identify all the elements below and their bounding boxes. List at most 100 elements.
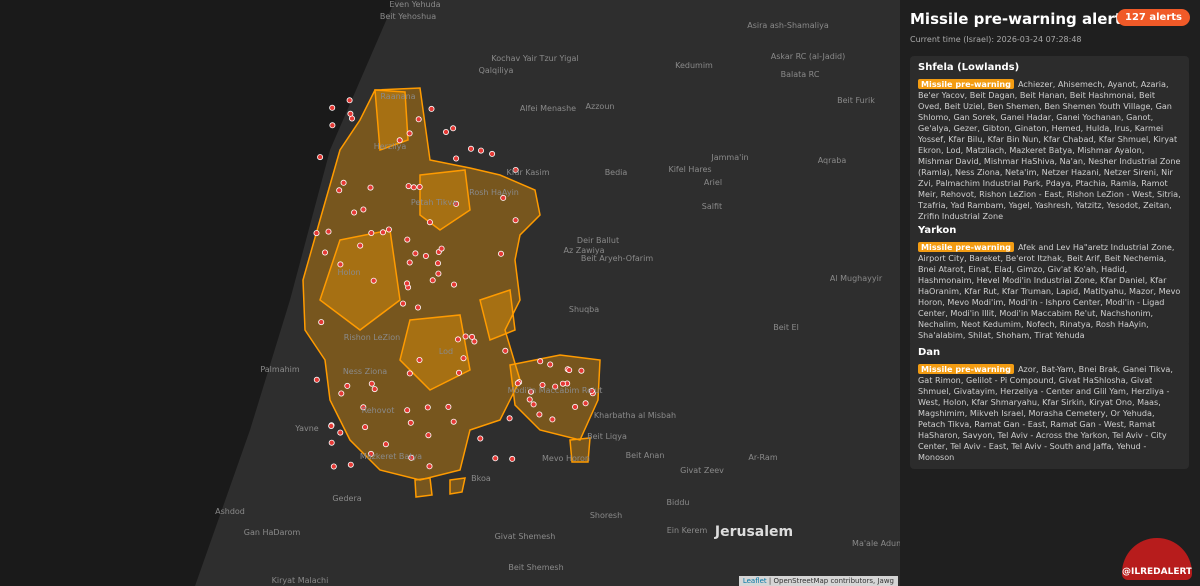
alert-marker[interactable] (489, 150, 496, 157)
alert-marker[interactable] (412, 250, 419, 257)
alert-marker[interactable] (367, 184, 374, 191)
alert-marker[interactable] (536, 411, 543, 418)
alert-marker[interactable] (559, 380, 566, 387)
alert-marker[interactable] (404, 236, 411, 243)
alert-marker[interactable] (549, 416, 556, 423)
alert-marker[interactable] (399, 300, 406, 307)
alert-marker[interactable] (422, 252, 429, 259)
alert-marker[interactable] (453, 155, 460, 162)
alert-marker[interactable] (321, 249, 328, 256)
alert-marker[interactable] (471, 338, 478, 345)
alert-marker[interactable] (492, 455, 499, 462)
alert-marker[interactable] (330, 463, 337, 470)
alert-marker[interactable] (426, 219, 433, 226)
alert-marker[interactable] (467, 145, 474, 152)
alert-marker[interactable] (370, 277, 377, 284)
alert-marker[interactable] (368, 229, 375, 236)
alert-marker[interactable] (468, 333, 475, 340)
alert-marker[interactable] (337, 261, 344, 268)
alert-marker[interactable] (526, 396, 533, 403)
alert-marker[interactable] (360, 404, 367, 411)
alert-marker[interactable] (552, 383, 559, 390)
alert-marker[interactable] (340, 179, 347, 186)
alert-marker[interactable] (317, 154, 324, 161)
alert-marker[interactable] (424, 404, 431, 411)
alert-marker[interactable] (578, 367, 585, 374)
alert-marker[interactable] (500, 194, 507, 201)
alert-marker[interactable] (318, 319, 325, 326)
alert-marker[interactable] (407, 419, 414, 426)
alert-marker[interactable] (360, 206, 367, 213)
alert-marker[interactable] (442, 128, 449, 135)
alert-marker[interactable] (313, 376, 320, 383)
alert-marker[interactable] (406, 259, 413, 266)
alert-marker[interactable] (329, 104, 336, 111)
alert-marker[interactable] (566, 367, 573, 374)
alert-marker[interactable] (403, 280, 410, 287)
alert-marker[interactable] (371, 386, 378, 393)
alert-marker[interactable] (512, 217, 519, 224)
alert-marker[interactable] (537, 358, 544, 365)
alert-marker[interactable] (477, 435, 484, 442)
alert-marker[interactable] (509, 455, 516, 462)
alert-marker[interactable] (455, 369, 462, 376)
alert-marker[interactable] (497, 250, 504, 257)
map[interactable]: Even Yehuda Beit Yehoshua Kochav Yair Tzur… (0, 0, 900, 586)
alert-marker[interactable] (582, 400, 589, 407)
alert-marker[interactable] (429, 277, 436, 284)
alert-marker[interactable] (346, 97, 353, 104)
alert-marker[interactable] (396, 137, 403, 144)
alert-marker[interactable] (528, 388, 535, 395)
alert-marker[interactable] (460, 355, 467, 362)
alert-marker[interactable] (426, 463, 433, 470)
alert-marker[interactable] (502, 347, 509, 354)
alert-marker[interactable] (329, 122, 336, 129)
alert-marker[interactable] (325, 228, 332, 235)
alert-marker[interactable] (450, 418, 457, 425)
alert-marker[interactable] (385, 226, 392, 233)
alert-marker[interactable] (572, 403, 579, 410)
alert-marker[interactable] (347, 461, 354, 468)
alert-marker[interactable] (428, 105, 435, 112)
alert-marker[interactable] (539, 381, 546, 388)
alert-marker[interactable] (438, 245, 445, 252)
alert-marker[interactable] (450, 281, 457, 288)
alert-marker[interactable] (414, 304, 421, 311)
alert-marker[interactable] (445, 403, 452, 410)
alert-marker[interactable] (434, 260, 441, 267)
alert-marker[interactable] (514, 380, 521, 387)
alert-marker[interactable] (338, 390, 345, 397)
alert-marker[interactable] (382, 441, 389, 448)
alert-marker[interactable] (406, 130, 413, 137)
alert-marker[interactable] (347, 110, 354, 117)
alert-marker[interactable] (477, 147, 484, 154)
alert-marker[interactable] (453, 200, 460, 207)
alert-marker[interactable] (405, 183, 412, 190)
leaflet-link[interactable]: Leaflet (742, 577, 767, 585)
alert-marker[interactable] (530, 401, 537, 408)
alert-marker[interactable] (404, 407, 411, 414)
alert-marker[interactable] (450, 125, 457, 132)
alert-marker[interactable] (328, 422, 335, 429)
alert-marker[interactable] (313, 230, 320, 237)
alert-marker[interactable] (506, 415, 513, 422)
alert-marker[interactable] (425, 432, 432, 439)
alert-marker[interactable] (512, 166, 519, 173)
alert-marker[interactable] (336, 187, 343, 194)
alert-marker[interactable] (357, 242, 364, 249)
alert-marker[interactable] (362, 424, 369, 431)
alert-marker[interactable] (547, 361, 554, 368)
alert-marker[interactable] (408, 454, 415, 461)
alert-marker[interactable] (416, 356, 423, 363)
alert-marker[interactable] (416, 183, 423, 190)
alert-marker[interactable] (328, 439, 335, 446)
alert-marker[interactable] (351, 209, 358, 216)
alert-marker[interactable] (462, 333, 469, 340)
alert-marker[interactable] (344, 382, 351, 389)
alert-marker[interactable] (435, 270, 442, 277)
alert-marker[interactable] (406, 370, 413, 377)
alert-marker[interactable] (410, 184, 417, 191)
alert-marker[interactable] (454, 336, 461, 343)
alert-marker[interactable] (415, 116, 422, 123)
alert-marker[interactable] (337, 429, 344, 436)
